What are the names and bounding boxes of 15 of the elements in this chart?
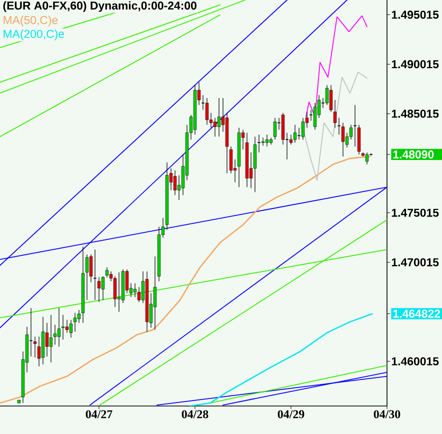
x-tick-label: 04/27	[86, 410, 112, 418]
text: MA(200,C)e	[4, 30, 64, 40]
y-tick-label: 1.495015	[392, 10, 439, 19]
y-tick-label: 1.460015	[392, 357, 439, 366]
y-tick-label: 1.485015	[392, 110, 439, 118]
chart-title: (EUR A0-FX,60) Dynamic,0:00-24:00	[3, 1, 196, 12]
x-tick-label: 04/28	[182, 410, 208, 418]
text: MA(50,C)e	[4, 16, 58, 26]
x-tick-label: 04/30	[374, 410, 400, 418]
y-tick-label: 1.470015	[392, 258, 439, 266]
y-tick-label: 1.464822	[393, 310, 440, 318]
y-tick-label: 1.48090	[393, 150, 434, 159]
x-tick-label: 04/29	[278, 410, 304, 418]
y-tick-label: 1.490015	[392, 60, 439, 68]
y-tick-label: 1.475015	[392, 208, 439, 217]
